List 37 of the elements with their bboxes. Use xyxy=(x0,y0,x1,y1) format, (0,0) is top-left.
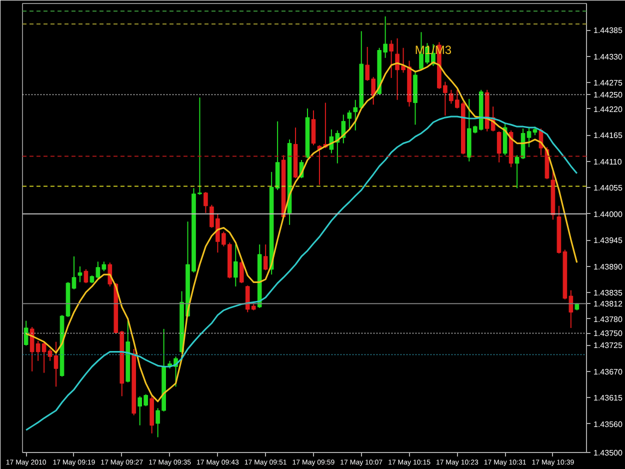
y-tick-label: 1.44165 xyxy=(594,131,623,140)
candlestick xyxy=(84,268,88,284)
candlestick xyxy=(389,40,394,78)
candlestick xyxy=(514,154,520,189)
candlestick xyxy=(24,320,28,346)
candlestick xyxy=(311,110,316,146)
candlestick xyxy=(347,110,352,130)
ref-line-label: 1.44250 xyxy=(594,90,623,100)
ref-line-label: 1.43750 xyxy=(594,329,623,338)
y-tick-label: 1.44055 xyxy=(594,184,623,193)
y-tick-label: 1.43890 xyxy=(594,262,623,272)
ref-line-label: 1.43812 xyxy=(594,300,623,309)
candlestick xyxy=(526,127,532,148)
y-tick-label: 1.43835 xyxy=(594,288,623,298)
candlestick xyxy=(204,191,208,214)
y-tick-label: 1.44275 xyxy=(594,78,623,88)
line-series xyxy=(25,116,578,431)
ref-line-label: 1.44000 xyxy=(594,210,623,219)
y-tick-label: 1.43500 xyxy=(594,448,623,458)
candlestick xyxy=(263,244,268,271)
y-tick-label: 1.44110 xyxy=(594,157,622,166)
y-tick-label: 1.44220 xyxy=(594,104,623,114)
candlestick xyxy=(239,260,244,284)
candlestick xyxy=(72,256,76,290)
y-tick-label: 1.43725 xyxy=(594,341,623,350)
y-tick-label: 1.43670 xyxy=(594,367,623,376)
y-tick-label: 1.44330 xyxy=(594,52,623,62)
y-tick-label: 1.43615 xyxy=(594,394,623,403)
y-tick-label: 1.43780 xyxy=(594,314,623,324)
candlestick xyxy=(496,130,502,163)
y-tick-label: 1.43945 xyxy=(594,236,623,246)
y-tick-label: 1.44385 xyxy=(594,26,623,36)
candlestick xyxy=(156,408,160,438)
candlestick xyxy=(78,266,82,283)
y-tick-label: 1.43560 xyxy=(594,420,623,429)
candlestick xyxy=(54,341,58,388)
candlestick xyxy=(233,244,238,287)
